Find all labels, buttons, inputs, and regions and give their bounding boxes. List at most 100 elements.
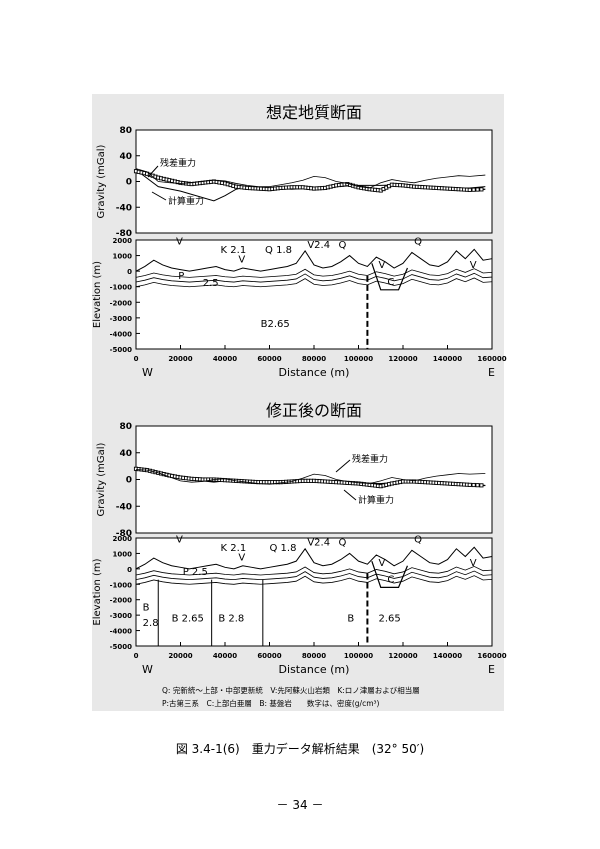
computed-gravity-marker <box>471 482 476 488</box>
gravity-y-tick-label: 0 <box>126 476 132 486</box>
gravity-y-tick-label: -40 <box>116 502 132 512</box>
geology-label: V <box>379 558 386 569</box>
geology-label: V <box>176 237 183 248</box>
residual-gravity-legend: 残差重力 <box>160 157 196 169</box>
computed-gravity-marker <box>479 483 484 488</box>
elevation-y-tick-label: 0 <box>127 566 132 574</box>
geologic-boundary-line <box>135 570 493 581</box>
geology-label: K 2.1 <box>221 245 247 256</box>
gravity-plot-frame <box>135 129 493 234</box>
x-tick-label: 80000 <box>302 652 326 660</box>
geology-label: V <box>176 535 183 546</box>
geology-label: 2.65 <box>379 613 401 624</box>
x-axis-label: Distance (m) <box>279 366 350 379</box>
computed-gravity-marker <box>467 482 472 487</box>
topography-line <box>135 546 493 570</box>
x-tick-label: 160000 <box>477 355 506 363</box>
panel-title: 想定地質断面 <box>266 103 362 122</box>
elevation-y-tick-label: 1000 <box>113 550 133 558</box>
elevation-y-tick-label: -2000 <box>110 299 133 307</box>
geology-label: C <box>387 277 394 288</box>
x-tick-label: 60000 <box>257 652 281 660</box>
legend-pointer <box>343 489 357 501</box>
x-tick-label: 120000 <box>388 652 417 660</box>
east-label: E <box>488 663 495 676</box>
geology-label: V <box>238 552 245 563</box>
x-tick-label: 60000 <box>257 355 281 363</box>
computed-gravity-legend: 計算重力 <box>168 195 204 207</box>
legend-pointer <box>147 165 159 178</box>
geology-label: Q 1.8 <box>270 543 297 554</box>
elevation-y-tick-label: -4000 <box>110 628 133 636</box>
geologic-boundary-line <box>135 268 493 278</box>
x-tick-label: 80000 <box>302 355 326 363</box>
gravity-y-tick-label: -80 <box>116 229 132 239</box>
elevation-y-axis-label: Elevation (m) <box>92 558 103 625</box>
elevation-plot-frame <box>135 537 493 647</box>
geology-label: B 2.65 <box>172 613 204 624</box>
computed-gravity-marker <box>471 187 476 192</box>
computed-gravity-marker <box>475 187 480 192</box>
geologic-boundary-line <box>135 272 493 283</box>
x-tick-label: 120000 <box>388 355 417 363</box>
elevation-y-tick-label: -2000 <box>110 597 133 605</box>
geology-label: Q <box>414 535 422 546</box>
east-label: E <box>488 366 495 379</box>
geologic-boundary-line <box>135 575 493 585</box>
x-tick-label: 40000 <box>213 355 237 363</box>
geology-label: B <box>143 603 150 614</box>
residual-gravity-line <box>135 469 486 485</box>
geology-label: Q 1.8 <box>265 245 292 256</box>
west-label: W <box>142 663 153 676</box>
legend-pointer <box>151 191 167 201</box>
gravity-y-axis-label: Gravity (mGal) <box>96 144 107 218</box>
computed-gravity-marker <box>479 187 484 192</box>
basin-c-outline <box>371 263 409 291</box>
geology-label: V2.4 <box>307 240 330 251</box>
gravity-y-tick-label: 80 <box>119 422 132 432</box>
geology-label: Q <box>338 240 346 251</box>
geology-label: Q <box>338 538 346 549</box>
elevation-y-tick-label: -3000 <box>110 315 133 323</box>
elevation-y-tick-label: 2000 <box>113 535 133 543</box>
geology-label: 2.8 <box>143 618 159 629</box>
legend-pointer <box>335 459 351 473</box>
geology-label: P <box>178 271 184 282</box>
geology-label: V <box>238 255 245 266</box>
geology-label: V <box>379 260 386 271</box>
gravity-y-tick-label: -40 <box>116 203 132 213</box>
x-tick-label: 0 <box>134 652 139 660</box>
geology-label: V <box>470 558 477 569</box>
x-tick-label: 40000 <box>213 652 237 660</box>
elevation-y-tick-label: -1000 <box>110 284 133 292</box>
residual-gravity-line <box>135 168 486 189</box>
geology-label: C <box>387 575 394 586</box>
gravity-y-tick-label: 0 <box>126 178 132 188</box>
west-label: W <box>142 366 153 379</box>
gravity-y-axis-label: Gravity (mGal) <box>96 442 107 516</box>
x-tick-label: 20000 <box>168 355 192 363</box>
elevation-plot-frame <box>135 239 493 350</box>
geology-label: V2.4 <box>307 538 330 549</box>
gravity-y-tick-label: 40 <box>119 152 132 162</box>
geology-label: P 2.5 <box>183 567 208 578</box>
x-tick-label: 100000 <box>344 355 373 363</box>
elevation-y-tick-label: -4000 <box>110 330 133 338</box>
x-tick-label: 100000 <box>344 652 373 660</box>
elevation-y-tick-label: 1000 <box>113 253 133 261</box>
computed-gravity-marker <box>467 187 472 192</box>
elevation-y-tick-label: 2000 <box>113 237 133 245</box>
x-tick-label: 140000 <box>433 355 462 363</box>
figure-caption: 図 3.4-1(6) 重力データ解析結果 (32° 50′) <box>175 742 425 756</box>
panel-title: 修正後の断面 <box>266 401 362 420</box>
geology-label: B 2.8 <box>218 613 244 624</box>
gravity-y-tick-label: 80 <box>119 126 132 136</box>
x-tick-label: 160000 <box>477 652 506 660</box>
computed-gravity-marker <box>475 483 480 488</box>
geology-label: V <box>470 260 477 271</box>
elevation-y-tick-label: -5000 <box>110 643 133 651</box>
geologic-boundary-line <box>135 565 493 576</box>
computed-gravity-legend: 計算重力 <box>358 494 394 506</box>
topography-line <box>135 248 493 272</box>
